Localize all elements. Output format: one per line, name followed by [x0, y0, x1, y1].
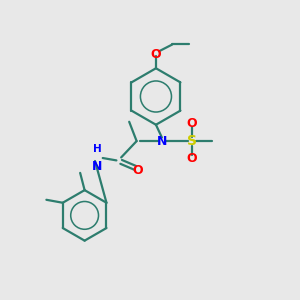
- Text: O: O: [186, 152, 197, 165]
- Text: S: S: [187, 134, 196, 148]
- Text: O: O: [151, 48, 161, 62]
- Text: H: H: [93, 144, 102, 154]
- Text: O: O: [133, 164, 143, 177]
- Text: N: N: [157, 135, 167, 148]
- Text: O: O: [186, 117, 197, 130]
- Text: N: N: [92, 160, 103, 172]
